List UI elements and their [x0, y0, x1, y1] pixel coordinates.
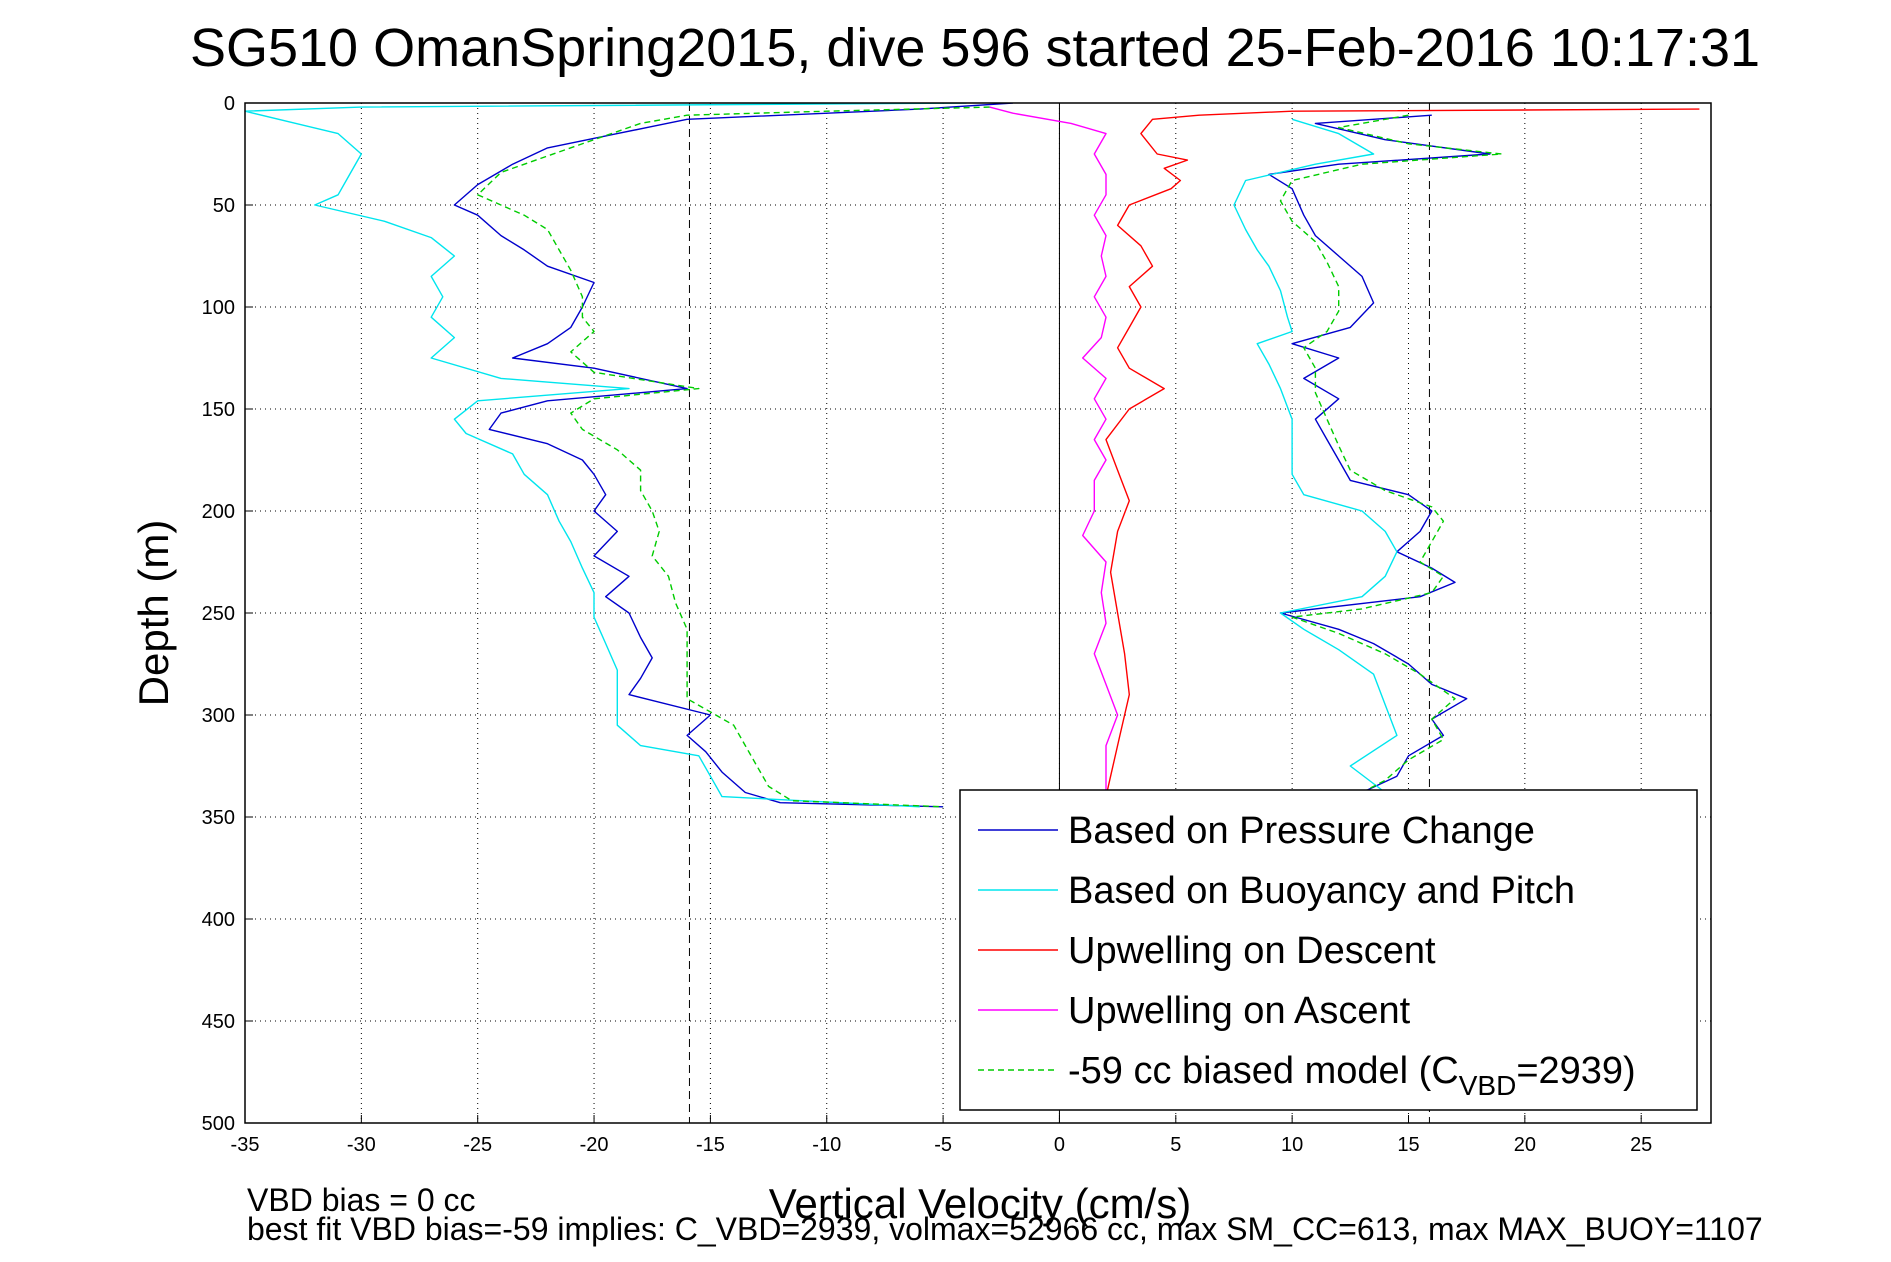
legend-label-suffix: =2939)	[1516, 1050, 1635, 1092]
x-tick-label: -35	[231, 1134, 260, 1156]
series-line-upwelling-on-descent-descent	[1105, 108, 1700, 797]
series-line-based-on-pressure-change-climb	[1268, 114, 1491, 794]
x-tick-label: -10	[812, 1134, 841, 1156]
legend-label: Upwelling on Descent	[1068, 930, 1436, 972]
y-tick-label: 0	[224, 93, 235, 115]
series-line-based-on-buoyancy-and-pitch-climb	[1233, 118, 1398, 794]
x-tick-label: 10	[1281, 1134, 1303, 1156]
x-tick-label: -30	[347, 1134, 376, 1156]
y-tick-label: 250	[202, 603, 235, 625]
x-tick-label: 15	[1397, 1134, 1419, 1156]
y-tick-label: 200	[202, 501, 235, 523]
x-tick-label: 5	[1170, 1134, 1181, 1156]
y-tick-label: 150	[202, 399, 235, 421]
legend-label: Based on Buoyancy and Pitch	[1068, 870, 1575, 912]
y-tick-label: 50	[213, 195, 235, 217]
x-tick-label: -5	[934, 1134, 952, 1156]
axis-ticks: -35 -30 -25 -20 -15 -10 -5 0 5 10 15 20 250501001502…	[202, 93, 1653, 1156]
x-tick-label: 20	[1514, 1134, 1536, 1156]
y-tick-label: 350	[202, 807, 235, 829]
series-line-based-on-pressure-change-dive	[453, 103, 1013, 808]
legend-label-prefix: -59 cc biased model (C	[1068, 1050, 1459, 1092]
y-tick-label: 300	[202, 705, 235, 727]
series-layer	[245, 103, 1700, 808]
y-tick-label: 100	[202, 297, 235, 319]
x-tick-label: -20	[580, 1134, 609, 1156]
legend-label: Upwelling on Ascent	[1068, 990, 1411, 1032]
series-line-upwelling-on-ascent-ascent	[989, 106, 1119, 797]
series-line-59-cc-biased-model-c-vbd-2939-climb	[1279, 114, 1503, 794]
series-line-based-on-buoyancy-and-pitch-dive	[245, 103, 967, 808]
legend: Based on Pressure Change Based on Buoyanc…	[959, 789, 1698, 1111]
x-tick-label: 0	[1054, 1134, 1065, 1156]
x-tick-label: 25	[1630, 1134, 1652, 1156]
x-axis-label: Vertical Velocity (cm/s)	[769, 1180, 1191, 1227]
y-tick-label: 400	[202, 909, 235, 931]
legend-label: Based on Pressure Change	[1068, 810, 1535, 852]
legend-box	[959, 789, 1698, 1111]
x-tick-label: -25	[463, 1134, 492, 1156]
footer-best-fit: best fit VBD bias=-59 implies: C_VBD=293…	[247, 1211, 1763, 1247]
y-tick-label: 450	[202, 1011, 235, 1033]
legend-label: -59 cc biased model (CVBD=2939)	[1068, 1050, 1636, 1101]
y-tick-label: 500	[202, 1113, 235, 1135]
legend-label-subscript: VBD	[1459, 1070, 1517, 1101]
y-axis-label: Depth (m)	[130, 520, 177, 707]
x-tick-label: -15	[696, 1134, 725, 1156]
footer-vbd-bias: VBD bias = 0 cc	[247, 1182, 476, 1218]
chart-title: SG510 OmanSpring2015, dive 596 started 2…	[190, 18, 1760, 78]
series-line-59-cc-biased-model-c-vbd-2939-dive	[477, 106, 990, 808]
